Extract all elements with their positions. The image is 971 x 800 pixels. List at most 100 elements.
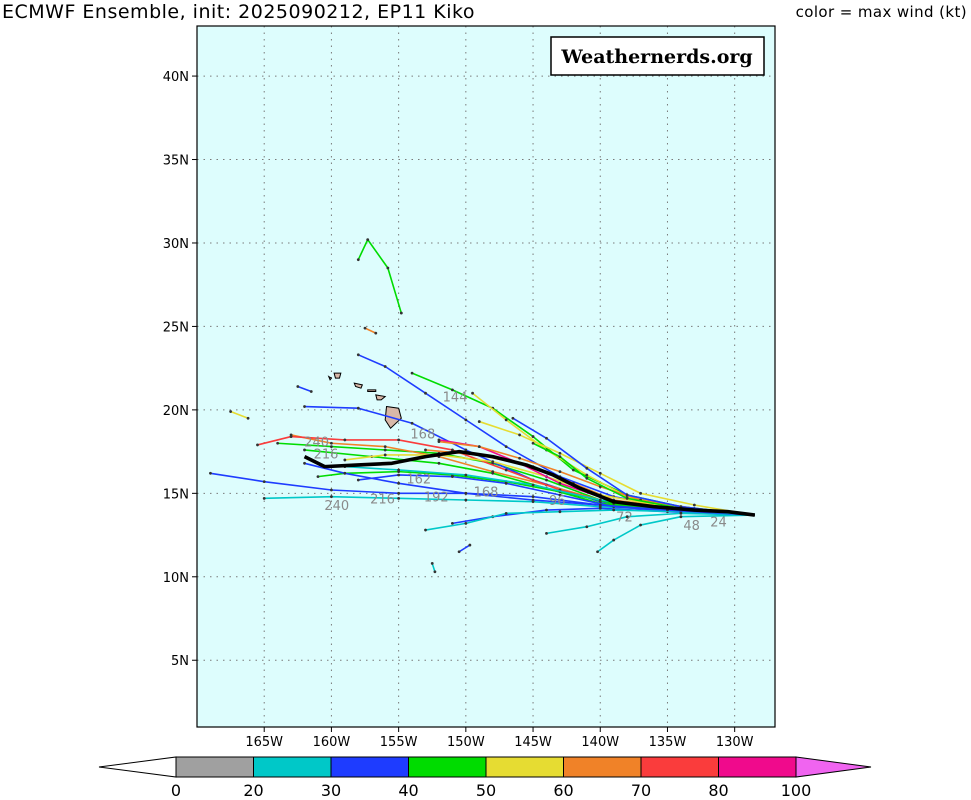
track-point (598, 503, 602, 507)
track-point (296, 385, 300, 388)
track-point (464, 448, 468, 452)
track-point (383, 453, 387, 457)
track-point (596, 550, 599, 554)
molokai-island (367, 389, 377, 393)
track-point (598, 498, 602, 502)
track-point (679, 515, 683, 519)
map-background (197, 26, 775, 727)
track-point (531, 483, 535, 487)
track-point (625, 496, 629, 500)
track-point (437, 440, 441, 443)
niihau-island (327, 375, 333, 381)
ensemble-track-line (230, 410, 249, 419)
colorbar-segment (253, 756, 332, 778)
track-point (545, 478, 548, 482)
track-point (471, 391, 474, 395)
track-point (598, 471, 602, 475)
track-point (625, 515, 629, 519)
track-point (625, 493, 629, 497)
ensemble-track-line (357, 238, 403, 314)
ensemble-track-line (344, 454, 754, 516)
kauai-island (333, 372, 342, 379)
forecast-hour-label: 216 (370, 492, 395, 507)
track-point (397, 473, 401, 477)
track-point (424, 448, 427, 452)
track-point (585, 476, 589, 480)
forecast-hour-label: 240 (304, 436, 329, 451)
colorbar-segment (563, 756, 642, 778)
colorbar-segment (718, 756, 797, 778)
colorbar-tick-label: 60 (553, 781, 573, 800)
track-point (410, 371, 414, 375)
track-point (464, 418, 468, 422)
ensemble-track-line (304, 462, 754, 516)
forecast-hour-label: 48 (683, 519, 700, 534)
lat-tick-label: 35N (163, 154, 189, 169)
track-point (558, 493, 562, 497)
track-point (424, 391, 427, 395)
ensemble-track-line (431, 563, 436, 573)
colorbar-segment (330, 756, 409, 778)
track-point (209, 471, 212, 475)
map-frame (196, 25, 776, 728)
track-point (491, 460, 495, 464)
oahu-island (353, 382, 364, 389)
track-point (585, 473, 589, 477)
ensemble-track-line (364, 327, 377, 334)
forecast-hour-label: 144 (443, 391, 468, 406)
track-point (585, 466, 589, 470)
maui-island (375, 394, 387, 401)
track-point (464, 498, 468, 502)
track-point (531, 498, 535, 502)
forecast-hour-label: 192 (424, 491, 449, 506)
track-point (457, 550, 461, 554)
track-point (639, 523, 642, 527)
colorbar-segment (485, 756, 564, 778)
track-point (571, 468, 575, 472)
lat-tick-label: 5N (171, 654, 189, 669)
lon-tick-label: 165W (245, 735, 283, 750)
colorbar-segment (640, 756, 719, 778)
graticule (197, 26, 775, 727)
track-point (468, 543, 472, 547)
lon-tick-label: 160W (313, 735, 351, 750)
track-point (504, 445, 508, 448)
lon-tick-label: 145W (514, 735, 552, 750)
track-point (531, 435, 535, 438)
track-point (558, 455, 562, 459)
track-point (330, 488, 333, 492)
track-point (424, 528, 427, 532)
track-point (383, 365, 387, 368)
track-point (330, 441, 333, 445)
watermark-box: Weathernerds.org (550, 36, 765, 76)
lon-tick-label: 150W (447, 735, 485, 750)
color-legend-label: color = max wind (kt) (795, 3, 967, 21)
track-point (383, 448, 387, 452)
track-point (366, 238, 370, 242)
lon-tick-label: 155W (380, 735, 418, 750)
track-point (276, 441, 280, 445)
mean-track-line (303, 449, 756, 517)
track-point (386, 266, 390, 270)
track-point (464, 521, 468, 525)
track-point (464, 473, 468, 477)
track-point (356, 478, 360, 482)
track-point (433, 570, 437, 574)
track-point (397, 481, 401, 485)
track-point (585, 525, 589, 529)
lat-tick-label: 10N (163, 571, 189, 586)
track-point (612, 508, 616, 512)
track-point (262, 480, 266, 484)
track-point (558, 481, 562, 485)
ensemble-track-line (297, 385, 312, 393)
lat-tick-label: 25N (163, 320, 189, 335)
colorbar-tick-label: 20 (243, 781, 263, 800)
track-point (383, 445, 387, 448)
colorbar-tick-label: 0 (171, 781, 181, 800)
track-point (531, 441, 535, 445)
track-point (692, 503, 696, 507)
track-point (356, 406, 360, 410)
track-point (477, 420, 481, 423)
